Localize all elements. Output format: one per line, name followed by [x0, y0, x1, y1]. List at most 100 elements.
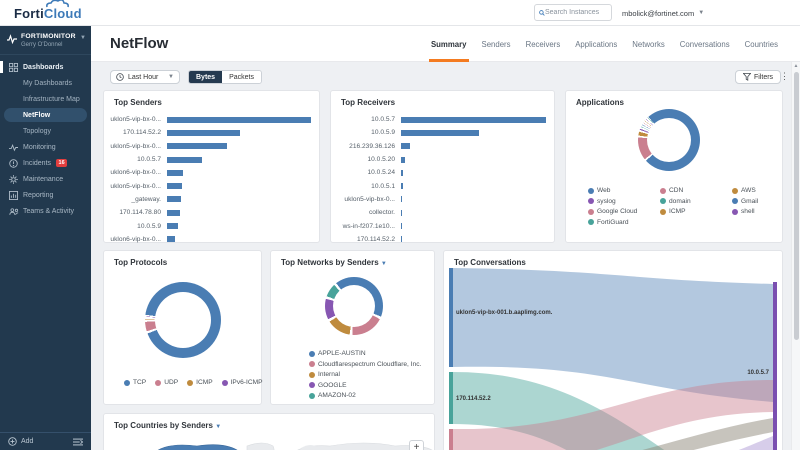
time-range-value: Last Hour	[128, 73, 159, 81]
panel-top-countries: Top Countries by Senders ▼ +	[103, 413, 435, 450]
bar-label: uklon5-vip-bx-0...	[110, 116, 161, 124]
time-range-select[interactable]: Last Hour ▼	[110, 70, 180, 84]
scrollbar-thumb[interactable]	[793, 72, 799, 340]
sidebar-item-infrastructure-map[interactable]: Infrastructure Map	[0, 91, 91, 107]
legend-item-gmail[interactable]: Gmail	[732, 198, 758, 205]
legend-item-fortiguard[interactable]: FortiGuard	[588, 219, 660, 226]
sidebar-item-monitoring[interactable]: Monitoring	[0, 139, 91, 155]
filters-button[interactable]: Filters	[735, 70, 782, 84]
sidebar-item-label: Maintenance	[23, 175, 64, 183]
bar-track	[167, 223, 311, 230]
bar-label: uklon6-vip-bx-0...	[110, 169, 161, 177]
map-zoom-in-button[interactable]: +	[409, 440, 424, 450]
legend-item-cloudflarespectrum-cloudflare-inc-[interactable]: Cloudflarespectrum Cloudflare, Inc.	[309, 361, 421, 368]
dashboards-icon	[9, 62, 18, 72]
legend-item-internal[interactable]: Internal	[309, 371, 421, 378]
tab-applications[interactable]: Applications	[575, 39, 618, 49]
bar-label: 10.0.5.9	[137, 222, 161, 230]
bar-label: 170.114.52.2	[122, 129, 161, 137]
bar-row: uklon5-vip-bx-0...	[337, 193, 546, 206]
add-button[interactable]: Add	[21, 438, 34, 445]
bar-track	[401, 209, 546, 216]
sidebar-item-reporting[interactable]: Reporting	[0, 187, 91, 203]
tab-receivers[interactable]: Receivers	[525, 39, 561, 49]
legend-item-google-cloud[interactable]: Google Cloud	[588, 208, 660, 215]
bar-label: collector.	[368, 209, 395, 217]
sidebar-item-my-dashboards[interactable]: My Dashboards	[0, 75, 91, 91]
search-input[interactable]	[545, 9, 607, 16]
vertical-scrollbar[interactable]: ▲	[791, 62, 800, 450]
legend-item-icmp[interactable]: ICMP	[660, 208, 732, 215]
bar-row: 170.114.52.2	[337, 233, 546, 246]
tab-networks[interactable]: Networks	[632, 39, 665, 49]
sidebar-item-topology[interactable]: Topology	[0, 123, 91, 139]
bar-track	[401, 183, 546, 190]
legend-item-syslog[interactable]: syslog	[588, 198, 660, 205]
networks-donut-chart	[325, 277, 383, 335]
applications-donut-chart	[638, 109, 700, 171]
bar	[167, 196, 182, 203]
bar-label: ws-in-f207.1e10...	[342, 222, 395, 230]
legend-item-aws[interactable]: AWS	[732, 187, 758, 194]
sidebar-item-teams-activity[interactable]: Teams & Activity	[0, 203, 91, 219]
bar-track	[401, 143, 546, 150]
map-land-eurasia	[297, 442, 433, 450]
user-menu[interactable]: mbolick@fortinet.com ▼	[622, 0, 704, 26]
bar	[167, 169, 183, 176]
panel-title: Top Receivers	[341, 98, 396, 107]
tab-senders[interactable]: Senders	[481, 39, 511, 49]
tab-summary[interactable]: Summary	[428, 26, 469, 62]
unit-toggle-packets[interactable]: Packets	[222, 71, 261, 83]
bar-label: 10.0.5.1	[371, 182, 395, 190]
legend-item-ipv6-icmp[interactable]: IPv6-ICMP	[221, 379, 262, 386]
legend-item-google[interactable]: GOOGLE	[309, 382, 421, 389]
legend-item-amazon-02[interactable]: AMAZON-02	[309, 392, 421, 399]
bar	[401, 223, 402, 230]
search-instances-box[interactable]	[534, 4, 612, 21]
legend-item-udp[interactable]: UDP	[155, 379, 178, 386]
bar-row: 10.0.5.9	[110, 219, 311, 232]
legend-item-apple-austin[interactable]: APPLE-AUSTIN	[309, 350, 421, 357]
sidebar-item-incidents[interactable]: Incidents 16	[0, 155, 91, 171]
unit-toggle: Bytes Packets	[188, 70, 262, 84]
bar-track	[167, 209, 311, 216]
legend-item-domain[interactable]: domain	[660, 198, 732, 205]
account-switcher[interactable]: FORTIMONITOR Gerry O'Donnel ▼	[0, 26, 91, 55]
sidebar-item-maintenance[interactable]: Maintenance	[0, 171, 91, 187]
tab-bar: Summary Senders Receivers Applications Netwo…	[428, 26, 778, 62]
chevron-down-icon: ▼	[698, 10, 705, 16]
world-map[interactable]	[105, 434, 433, 450]
legend-label: UDP	[164, 379, 179, 386]
add-icon[interactable]	[8, 437, 17, 446]
legend-label: Gmail	[741, 197, 759, 205]
bar-track	[167, 236, 311, 243]
more-options-icon[interactable]: ⋮	[780, 71, 789, 81]
legend-item-cdn[interactable]: CDN	[660, 187, 732, 194]
bar-row: uklon5-vip-bx-0...	[110, 140, 311, 153]
sankey-node-source-2	[449, 372, 453, 424]
tab-countries[interactable]: Countries	[744, 39, 778, 49]
sidebar-item-label: Dashboards	[23, 63, 64, 71]
scroll-up-arrow[interactable]: ▲	[793, 63, 799, 69]
tab-conversations[interactable]: Conversations	[679, 39, 730, 49]
panel-top-networks: Top Networks by Senders ▼ APPLE-AUSTIN Cl…	[270, 250, 435, 405]
page-header: NetFlow Summary Senders Receivers Applicati…	[91, 26, 800, 62]
collapse-sidebar-icon[interactable]	[73, 438, 83, 446]
legend-item-icmp[interactable]: ICMP	[187, 379, 213, 386]
unit-toggle-bytes[interactable]: Bytes	[189, 71, 223, 83]
countries-dimension-select[interactable]: Senders ▼	[181, 421, 222, 430]
legend-color-dot	[309, 361, 315, 367]
legend-item-shell[interactable]: shell	[732, 208, 758, 215]
bar-track	[401, 196, 546, 203]
forticloud-logo[interactable]: Forti Cloud	[14, 0, 82, 21]
bar	[401, 169, 404, 176]
legend-item-web[interactable]: Web	[588, 187, 660, 194]
legend-color-dot	[732, 198, 738, 204]
legend-label: Internal	[318, 371, 340, 378]
sidebar-item-netflow[interactable]: NetFlow	[0, 107, 91, 123]
bar-row: 170.114.78.80	[110, 206, 311, 219]
bar-track	[167, 129, 311, 136]
legend-item-tcp[interactable]: TCP	[124, 379, 146, 386]
sidebar-item-dashboards[interactable]: Dashboards	[0, 59, 91, 75]
networks-dimension-select[interactable]: Senders ▼	[347, 258, 387, 267]
